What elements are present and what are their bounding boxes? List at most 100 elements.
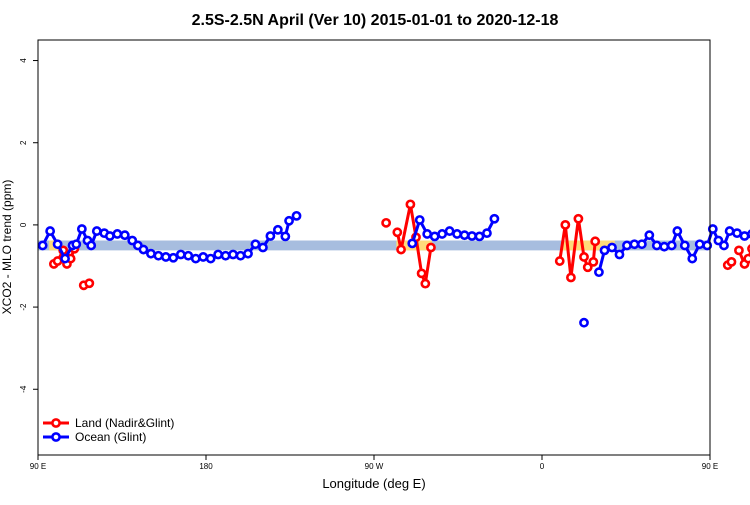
- ocean-point: [168, 252, 179, 263]
- legend-label: Land (Nadir&Glint): [75, 416, 174, 430]
- ocean-point: [594, 267, 604, 278]
- ocean-point: [190, 253, 201, 264]
- land-point: [416, 268, 427, 279]
- land-band-segment: [562, 240, 615, 251]
- land-point: [392, 227, 403, 238]
- ocean-point: [614, 249, 625, 260]
- ocean-point: [672, 226, 683, 236]
- ocean-point: [599, 245, 610, 256]
- y-tick-label: -2: [19, 303, 28, 311]
- land-point: [426, 242, 436, 253]
- ocean-point: [280, 231, 291, 242]
- ocean-point: [659, 241, 670, 252]
- ocean-point: [60, 253, 70, 264]
- ocean-point: [732, 228, 742, 239]
- ocean-point: [272, 224, 283, 235]
- ocean-point: [175, 249, 186, 260]
- land-point: [381, 217, 392, 228]
- ocean-point: [37, 240, 48, 251]
- ocean-point: [739, 231, 750, 241]
- ocean-point: [694, 239, 705, 250]
- y-tick-label: -4: [19, 385, 28, 393]
- ocean-point: [629, 239, 640, 250]
- y-tick-label: 2: [19, 140, 28, 145]
- ocean-point: [437, 229, 448, 239]
- ocean-point: [607, 242, 617, 253]
- land-point: [590, 236, 601, 247]
- ocean-point: [422, 229, 433, 239]
- ocean-point: [250, 239, 261, 250]
- land-point: [734, 245, 744, 256]
- ocean-point: [444, 226, 455, 236]
- ocean-point: [183, 250, 194, 261]
- x-tick-label: 0: [540, 462, 545, 471]
- ocean-point: [687, 253, 698, 264]
- ocean-point: [146, 248, 156, 259]
- chart-title: 2.5S-2.5N April (Ver 10) 2015-01-01 to 2…: [192, 12, 559, 29]
- ocean-point: [160, 252, 171, 262]
- ocean-point: [459, 230, 470, 241]
- ocean-point: [644, 230, 655, 241]
- x-axis-label: Longitude (deg E): [322, 476, 425, 491]
- ocean-point: [71, 239, 82, 250]
- x-tick-label: 180: [199, 462, 213, 471]
- ocean-point: [636, 239, 647, 250]
- land-point: [573, 213, 584, 224]
- land-point: [405, 199, 416, 210]
- ocean-point: [76, 224, 87, 234]
- ocean-line: [41, 214, 298, 261]
- ocean-point: [474, 231, 485, 242]
- ocean-point: [707, 224, 718, 234]
- ocean-point: [666, 240, 677, 251]
- ocean-point: [213, 249, 224, 260]
- ocean-point: [45, 226, 56, 236]
- x-tick-label: 90 E: [30, 462, 46, 471]
- land-point: [420, 278, 431, 289]
- ocean-point: [429, 231, 440, 242]
- land-point: [588, 256, 599, 267]
- legend-marker: [51, 418, 61, 428]
- ocean-point: [104, 231, 115, 241]
- land-point: [579, 252, 589, 262]
- legend-marker: [51, 432, 61, 442]
- land-point: [743, 253, 750, 264]
- ocean-point: [86, 240, 97, 251]
- land-point: [396, 244, 406, 255]
- y-tick-label: 4: [19, 58, 28, 63]
- ocean-point: [407, 238, 418, 249]
- ocean-point: [119, 230, 130, 241]
- ocean-point: [679, 240, 690, 251]
- legend-label: Ocean (Glint): [75, 430, 146, 444]
- y-tick-label: 0: [19, 222, 28, 227]
- ocean-point: [719, 240, 729, 251]
- x-tick-label: 90 W: [365, 462, 384, 471]
- ocean-point: [284, 215, 294, 226]
- land-point: [554, 256, 565, 266]
- land-point: [566, 272, 576, 283]
- ocean-point: [579, 317, 589, 328]
- land-point: [84, 278, 95, 289]
- ocean-point: [713, 235, 724, 246]
- ocean-point: [258, 242, 268, 253]
- ocean-point: [198, 252, 209, 262]
- ocean-point: [482, 228, 492, 239]
- land-point: [560, 220, 571, 230]
- legend: Land (Nadir&Glint)Ocean (Glint): [43, 416, 174, 444]
- ocean-point: [622, 240, 632, 251]
- ocean-point: [138, 244, 149, 255]
- ocean-point: [220, 250, 231, 261]
- reference-band: [38, 240, 710, 251]
- ocean-point: [153, 250, 164, 261]
- ocean-point: [414, 215, 425, 225]
- y-axis-label: XCO2 - MLO trend (ppm): [0, 180, 14, 315]
- ocean-point: [127, 235, 138, 246]
- axes: 90 E 180 90 W 0 90 E -4 -2 0 2 4: [19, 58, 718, 471]
- x-tick-label: 90 E: [702, 462, 718, 471]
- ocean-point: [112, 229, 123, 239]
- ocean-point: [452, 229, 462, 239]
- plot-area: [37, 199, 750, 328]
- ocean-point: [243, 248, 253, 259]
- land-point: [582, 262, 593, 273]
- ocean-point: [205, 253, 216, 264]
